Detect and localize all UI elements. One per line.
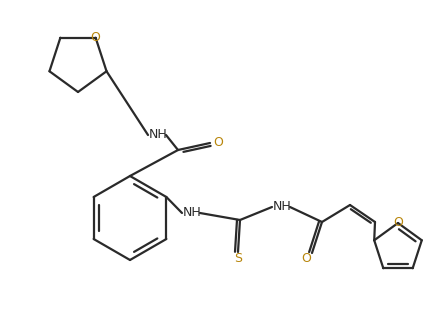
Text: S: S bbox=[234, 251, 242, 265]
Text: O: O bbox=[91, 31, 101, 44]
Text: NH: NH bbox=[273, 201, 291, 214]
Text: O: O bbox=[213, 137, 223, 149]
Text: NH: NH bbox=[183, 207, 201, 219]
Text: O: O bbox=[393, 216, 403, 229]
Text: NH: NH bbox=[149, 128, 167, 142]
Text: O: O bbox=[301, 252, 311, 266]
